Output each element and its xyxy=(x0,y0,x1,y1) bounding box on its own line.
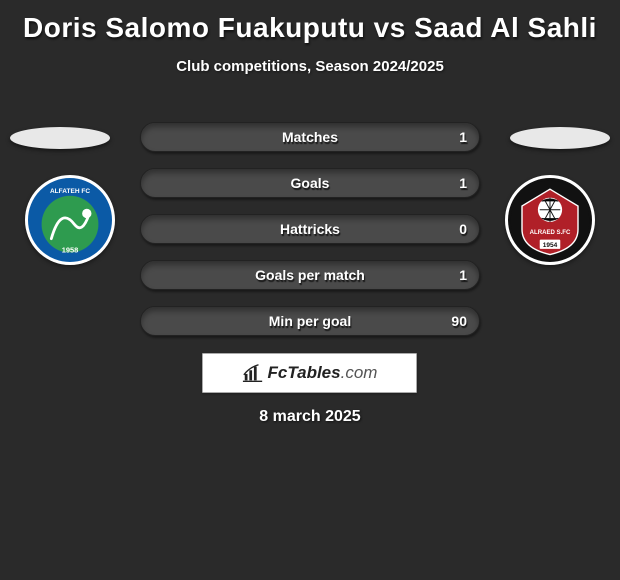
svg-text:ALRAED S.FC: ALRAED S.FC xyxy=(530,230,571,236)
stat-label: Hattricks xyxy=(141,215,479,243)
brand-name: FcTables xyxy=(268,363,341,382)
stat-value: 90 xyxy=(451,307,467,335)
stat-label: Goals xyxy=(141,169,479,197)
stat-row: Hattricks0 xyxy=(140,214,480,244)
brand-domain: .com xyxy=(341,363,378,382)
right-ellipse-decoration xyxy=(510,127,610,149)
stat-label: Goals per match xyxy=(141,261,479,289)
brand-text: FcTables.com xyxy=(268,363,378,383)
stat-value: 0 xyxy=(459,215,467,243)
subtitle: Club competitions, Season 2024/2025 xyxy=(0,58,620,75)
right-club-crest: ALRAED S.FC 1954 xyxy=(505,175,595,265)
bar-chart-icon xyxy=(242,362,264,384)
alraed-crest-icon: ALRAED S.FC 1954 xyxy=(508,178,592,262)
stat-row: Min per goal90 xyxy=(140,306,480,336)
left-club-crest: ALFATEH FC 1958 xyxy=(25,175,115,265)
stat-row: Goals per match1 xyxy=(140,260,480,290)
stat-value: 1 xyxy=(459,123,467,151)
stat-label: Min per goal xyxy=(141,307,479,335)
date-text: 8 march 2025 xyxy=(0,408,620,426)
svg-text:1954: 1954 xyxy=(543,242,558,249)
svg-text:ALFATEH FC: ALFATEH FC xyxy=(50,188,90,195)
left-ellipse-decoration xyxy=(10,127,110,149)
stat-value: 1 xyxy=(459,169,467,197)
stat-value: 1 xyxy=(459,261,467,289)
page-title: Doris Salomo Fuakuputu vs Saad Al Sahli xyxy=(0,0,620,44)
stat-label: Matches xyxy=(141,123,479,151)
brand-badge: FcTables.com xyxy=(202,353,417,393)
alfateh-crest-icon: ALFATEH FC 1958 xyxy=(28,178,112,262)
stat-row: Goals1 xyxy=(140,168,480,198)
stat-row: Matches1 xyxy=(140,122,480,152)
svg-text:1958: 1958 xyxy=(62,246,79,255)
stats-panel: Matches1Goals1Hattricks0Goals per match1… xyxy=(140,122,480,352)
